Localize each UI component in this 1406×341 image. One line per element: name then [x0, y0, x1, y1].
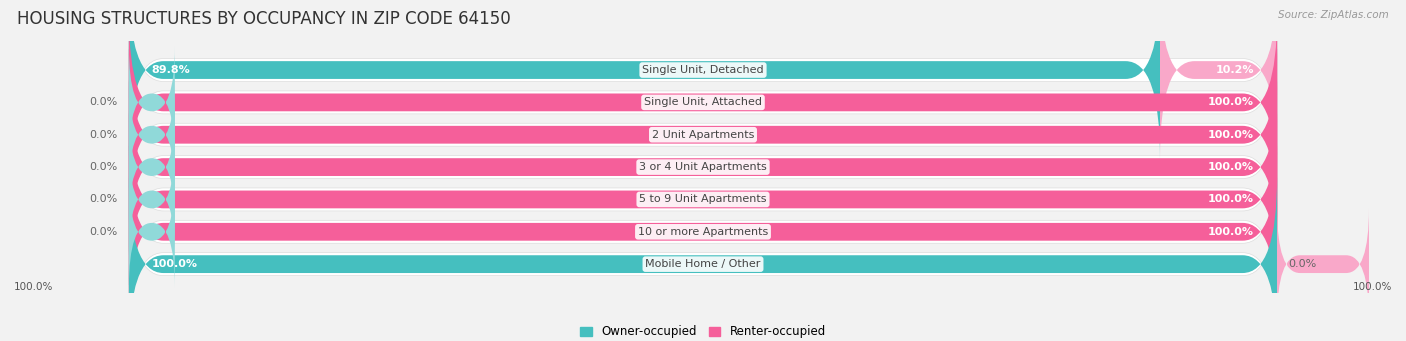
FancyBboxPatch shape — [129, 17, 1277, 188]
Text: 100.0%: 100.0% — [1208, 194, 1254, 205]
FancyBboxPatch shape — [129, 81, 1277, 253]
FancyBboxPatch shape — [129, 47, 1277, 223]
FancyBboxPatch shape — [129, 144, 1277, 320]
Text: 0.0%: 0.0% — [89, 227, 118, 237]
Text: 100.0%: 100.0% — [14, 282, 53, 293]
Text: 100.0%: 100.0% — [1353, 282, 1392, 293]
FancyBboxPatch shape — [129, 146, 1277, 317]
FancyBboxPatch shape — [129, 144, 174, 255]
Text: 0.0%: 0.0% — [89, 194, 118, 205]
FancyBboxPatch shape — [129, 114, 1277, 285]
FancyBboxPatch shape — [129, 0, 1277, 155]
FancyBboxPatch shape — [129, 49, 1277, 220]
FancyBboxPatch shape — [129, 111, 174, 223]
Text: Mobile Home / Other: Mobile Home / Other — [645, 259, 761, 269]
Text: 100.0%: 100.0% — [1208, 98, 1254, 107]
Text: 0.0%: 0.0% — [89, 162, 118, 172]
FancyBboxPatch shape — [129, 176, 1277, 341]
Text: HOUSING STRUCTURES BY OCCUPANCY IN ZIP CODE 64150: HOUSING STRUCTURES BY OCCUPANCY IN ZIP C… — [17, 10, 510, 28]
FancyBboxPatch shape — [129, 0, 1160, 158]
FancyBboxPatch shape — [1160, 0, 1277, 158]
Text: 0.0%: 0.0% — [89, 98, 118, 107]
Text: 100.0%: 100.0% — [152, 259, 198, 269]
Legend: Owner-occupied, Renter-occupied: Owner-occupied, Renter-occupied — [575, 321, 831, 341]
Text: 10 or more Apartments: 10 or more Apartments — [638, 227, 768, 237]
Text: 10.2%: 10.2% — [1216, 65, 1254, 75]
Text: Source: ZipAtlas.com: Source: ZipAtlas.com — [1278, 10, 1389, 20]
Text: 100.0%: 100.0% — [1208, 162, 1254, 172]
FancyBboxPatch shape — [129, 179, 1277, 341]
FancyBboxPatch shape — [129, 176, 174, 287]
FancyBboxPatch shape — [129, 14, 1277, 191]
Text: 89.8%: 89.8% — [152, 65, 191, 75]
FancyBboxPatch shape — [129, 79, 1277, 255]
Text: 5 to 9 Unit Apartments: 5 to 9 Unit Apartments — [640, 194, 766, 205]
Text: Single Unit, Attached: Single Unit, Attached — [644, 98, 762, 107]
Text: 2 Unit Apartments: 2 Unit Apartments — [652, 130, 754, 140]
Text: 0.0%: 0.0% — [1289, 259, 1317, 269]
Text: 0.0%: 0.0% — [89, 130, 118, 140]
FancyBboxPatch shape — [1277, 208, 1369, 320]
FancyBboxPatch shape — [129, 111, 1277, 287]
Text: Single Unit, Detached: Single Unit, Detached — [643, 65, 763, 75]
Text: 100.0%: 100.0% — [1208, 227, 1254, 237]
Text: 3 or 4 Unit Apartments: 3 or 4 Unit Apartments — [640, 162, 766, 172]
Text: 100.0%: 100.0% — [1208, 130, 1254, 140]
FancyBboxPatch shape — [129, 79, 174, 191]
FancyBboxPatch shape — [129, 47, 174, 158]
